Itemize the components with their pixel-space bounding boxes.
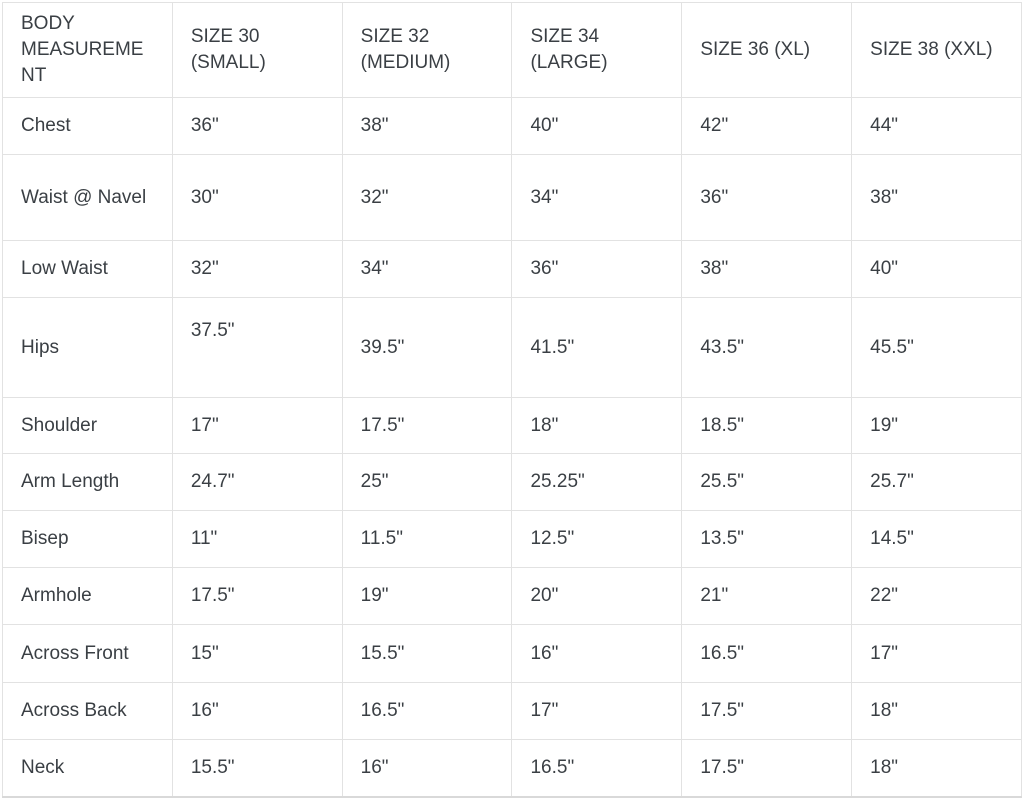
measurement-cell: 21": [681, 567, 853, 625]
measurement-cell: 24.7": [171, 453, 343, 511]
measurement-cell: 38": [681, 240, 853, 298]
row-label: Waist @ Navel: [2, 154, 173, 241]
measurement-cell: 11": [171, 510, 343, 568]
measurement-cell: 20": [511, 567, 683, 625]
table-row: Low Waist 32" 34" 36" 38" 40": [2, 240, 1022, 298]
measurement-cell: 22": [851, 567, 1022, 625]
row-label: Across Front: [2, 624, 173, 683]
measurement-cell: 38": [851, 154, 1022, 241]
column-header: SIZE 38 (XXL): [851, 2, 1022, 98]
measurement-cell: 34": [341, 240, 513, 298]
measurement-cell: 39.5": [341, 297, 513, 398]
table-row: Chest 36" 38" 40" 42" 44": [2, 97, 1022, 155]
measurement-cell: 17.5": [341, 397, 513, 454]
table-row: Arm Length 24.7" 25" 25.25" 25.5" 25.7": [2, 453, 1022, 511]
measurement-cell: 38": [341, 97, 513, 155]
measurement-cell: 25.7": [851, 453, 1022, 511]
column-header: BODY MEASUREMENT: [2, 2, 173, 98]
measurement-cell: 40": [851, 240, 1022, 298]
table-row: Neck 15.5" 16" 16.5" 17.5" 18": [2, 739, 1022, 797]
column-header: SIZE 34 (LARGE): [511, 2, 683, 98]
row-label: Chest: [2, 97, 173, 155]
measurement-cell: 18": [851, 682, 1022, 740]
table-header-row: BODY MEASUREMENT SIZE 30 (SMALL) SIZE 32…: [2, 2, 1022, 98]
measurement-cell: 30": [171, 154, 343, 241]
measurement-cell: 36": [681, 154, 853, 241]
table-row: Armhole 17.5" 19" 20" 21" 22": [2, 567, 1022, 625]
measurement-cell: 32": [171, 240, 343, 298]
measurement-cell: 17.5": [171, 567, 343, 625]
measurement-cell: 17": [171, 397, 343, 454]
measurement-cell: 16.5": [341, 682, 513, 740]
column-header: SIZE 32 (MEDIUM): [341, 2, 513, 98]
table-row: Hips 37.5" 39.5" 41.5" 43.5" 45.5": [2, 297, 1022, 398]
measurement-cell: 19": [851, 397, 1022, 454]
row-label: Armhole: [2, 567, 173, 625]
column-header: SIZE 36 (XL): [681, 2, 853, 98]
measurement-cell: 15.5": [171, 739, 343, 797]
measurement-cell: 15": [171, 624, 343, 683]
measurement-cell: 16": [341, 739, 513, 797]
measurement-cell: 36": [171, 97, 343, 155]
measurement-cell: 40": [511, 97, 683, 155]
measurement-cell: 19": [341, 567, 513, 625]
row-label: Neck: [2, 739, 173, 797]
column-header: SIZE 30 (SMALL): [171, 2, 343, 98]
measurement-cell: 41.5": [511, 297, 683, 398]
table-row: Waist @ Navel 30" 32" 34" 36" 38": [2, 154, 1022, 241]
measurement-cell: 37.5": [171, 297, 343, 398]
row-label: Arm Length: [2, 453, 173, 511]
table-row: Shoulder 17" 17.5" 18" 18.5" 19": [2, 397, 1022, 454]
measurement-cell: 15.5": [341, 624, 513, 683]
measurement-cell: 11.5": [341, 510, 513, 568]
table-row: Bisep 11" 11.5" 12.5" 13.5" 14.5": [2, 510, 1022, 568]
measurement-cell: 13.5": [681, 510, 853, 568]
measurement-cell: 14.5": [851, 510, 1022, 568]
table-header: BODY MEASUREMENT SIZE 30 (SMALL) SIZE 32…: [2, 2, 1022, 98]
measurement-cell: 44": [851, 97, 1022, 155]
measurement-cell: 34": [511, 154, 683, 241]
measurement-cell: 16.5": [511, 739, 683, 797]
measurement-cell: 18": [851, 739, 1022, 797]
table-row: Across Front 15" 15.5" 16" 16.5" 17": [2, 624, 1022, 683]
measurement-cell: 45.5": [851, 297, 1022, 398]
measurement-cell: 17.5": [681, 682, 853, 740]
row-label: Across Back: [2, 682, 173, 740]
row-label: Shoulder: [2, 397, 173, 454]
measurement-cell: 16": [171, 682, 343, 740]
measurement-cell: 25.5": [681, 453, 853, 511]
measurement-cell: 43.5": [681, 297, 853, 398]
measurement-cell: 16.5": [681, 624, 853, 683]
measurement-cell: 18": [511, 397, 683, 454]
measurement-cell: 25.25": [511, 453, 683, 511]
measurement-cell: 42": [681, 97, 853, 155]
table-row: Across Back 16" 16.5" 17" 17.5" 18": [2, 682, 1022, 740]
table-body: Chest 36" 38" 40" 42" 44" Waist @ Navel 30" 32" 3…: [2, 97, 1022, 797]
measurement-cell: 17": [851, 624, 1022, 683]
measurement-cell: 18.5": [681, 397, 853, 454]
row-label: Low Waist: [2, 240, 173, 298]
row-label: Bisep: [2, 510, 173, 568]
measurement-cell: 25": [341, 453, 513, 511]
measurement-cell: 17": [511, 682, 683, 740]
measurement-cell: 17.5": [681, 739, 853, 797]
measurement-cell: 16": [511, 624, 683, 683]
measurement-cell: 36": [511, 240, 683, 298]
measurement-cell: 32": [341, 154, 513, 241]
measurement-cell: 12.5": [511, 510, 683, 568]
row-label: Hips: [2, 297, 173, 398]
